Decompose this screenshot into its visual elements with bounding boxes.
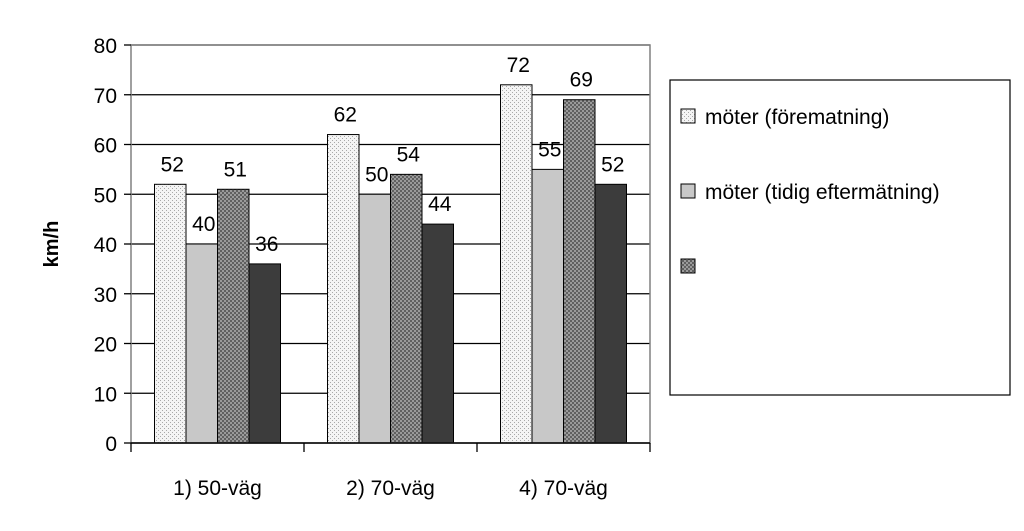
bar: [594, 183, 627, 444]
data-label: 69: [570, 69, 593, 92]
bar: [327, 134, 360, 444]
bar: [185, 243, 218, 444]
data-label: 51: [224, 158, 247, 181]
bar: [217, 188, 250, 444]
data-label: 72: [507, 54, 530, 77]
bar: [390, 173, 423, 444]
legend-box: [669, 79, 1011, 396]
data-labels: 52 62 72 40 50 55 51 54 69 36 44 52: [161, 54, 625, 256]
bar: [563, 99, 596, 444]
bar: [358, 193, 391, 444]
axes: 0 10 20 30 40 50 60 70 80 1) 50-väg 2) 70-väg 4) 70…: [94, 35, 651, 500]
y-tick-label: 70: [94, 85, 117, 108]
bar: [248, 263, 281, 444]
data-label: 50: [365, 163, 388, 186]
bars: [154, 84, 627, 444]
data-label: 52: [161, 153, 184, 176]
legend: möter (förematning) möter (tidig eftermät…: [669, 79, 1011, 396]
bar: [421, 223, 454, 444]
y-tick-label: 40: [94, 234, 117, 257]
legend-swatch: [680, 108, 696, 124]
legend-label: möter (tidig eftermätning): [705, 181, 940, 204]
y-tick-label: 0: [105, 433, 117, 456]
y-tick-label: 50: [94, 184, 117, 207]
x-tick-label: 4) 70-väg: [519, 477, 608, 500]
y-axis-label: km/h: [41, 221, 63, 268]
x-tick-label: 2) 70-väg: [346, 477, 435, 500]
data-label: 54: [397, 143, 421, 166]
bar: [531, 168, 564, 444]
legend-swatch: [680, 183, 696, 199]
y-tick-label: 10: [94, 383, 117, 406]
y-tick-label: 20: [94, 334, 117, 357]
legend-swatch: [680, 258, 696, 274]
data-label: 40: [192, 213, 215, 236]
data-label: 36: [255, 233, 278, 256]
y-tick-label: 30: [94, 284, 117, 307]
data-label: 55: [538, 138, 561, 161]
bar: [500, 84, 533, 444]
data-label: 62: [334, 104, 357, 127]
x-tick-label: 1) 50-väg: [173, 477, 262, 500]
y-tick-label: 60: [94, 135, 117, 158]
data-label: 44: [428, 193, 452, 216]
legend-label: möter (förematning): [705, 106, 889, 129]
bar: [154, 183, 187, 444]
y-tick-label: 80: [94, 35, 117, 58]
data-label: 52: [601, 153, 624, 176]
